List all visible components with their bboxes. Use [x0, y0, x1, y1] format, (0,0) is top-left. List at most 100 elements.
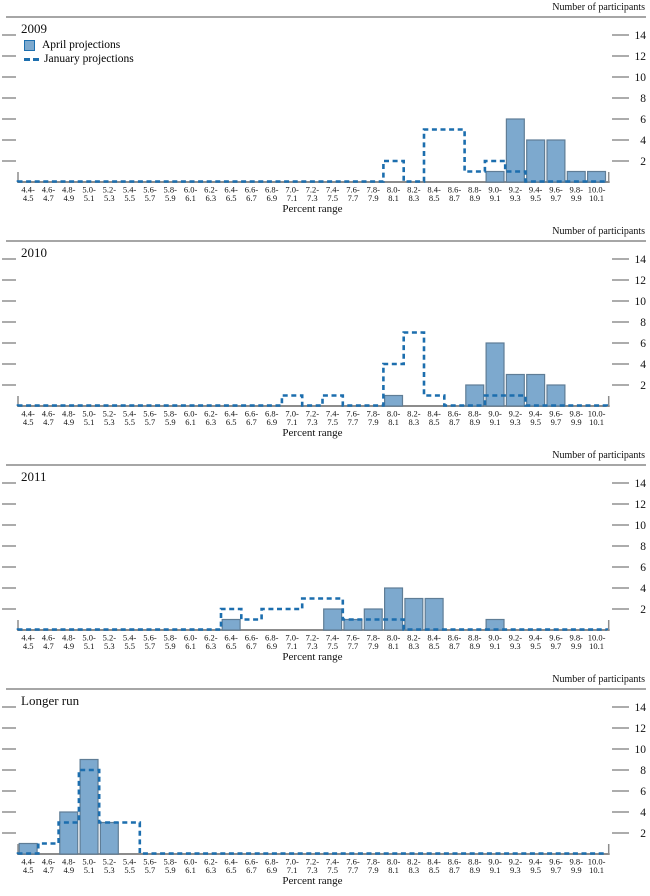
svg-text:7.1: 7.1 — [287, 417, 298, 427]
svg-text:7.4-: 7.4- — [326, 185, 340, 195]
svg-text:4.5: 4.5 — [23, 865, 34, 875]
svg-text:8.9: 8.9 — [469, 417, 480, 427]
svg-text:9.4-: 9.4- — [529, 857, 543, 867]
svg-text:6: 6 — [640, 786, 646, 798]
svg-text:10.1: 10.1 — [589, 417, 604, 427]
svg-text:5.8-: 5.8- — [164, 857, 178, 867]
svg-text:5.8-: 5.8- — [164, 409, 178, 419]
svg-text:6.3: 6.3 — [206, 417, 217, 427]
svg-text:8.9: 8.9 — [469, 193, 480, 203]
svg-text:7.4-: 7.4- — [326, 409, 340, 419]
svg-text:9.4-: 9.4- — [529, 633, 543, 643]
svg-text:9.6-: 9.6- — [549, 857, 563, 867]
svg-text:4.8-: 4.8- — [62, 409, 76, 419]
legend-label-january: January projections — [44, 53, 134, 65]
svg-text:7.0-: 7.0- — [285, 409, 299, 419]
panel-top-border — [6, 240, 646, 242]
panel-top-border — [6, 464, 646, 466]
svg-text:8.1: 8.1 — [388, 193, 399, 203]
svg-text:5.6-: 5.6- — [143, 409, 157, 419]
svg-text:7.9: 7.9 — [368, 641, 379, 651]
svg-text:7.3: 7.3 — [307, 193, 318, 203]
svg-text:8.0-: 8.0- — [387, 185, 401, 195]
svg-text:7.8-: 7.8- — [367, 857, 381, 867]
svg-text:7.5: 7.5 — [327, 641, 338, 651]
svg-text:10.0-: 10.0- — [588, 633, 606, 643]
svg-text:9.7: 9.7 — [551, 865, 562, 875]
svg-text:7.4-: 7.4- — [326, 633, 340, 643]
svg-text:7.8-: 7.8- — [367, 633, 381, 643]
svg-text:8.3: 8.3 — [409, 641, 420, 651]
svg-text:7.7: 7.7 — [348, 417, 359, 427]
svg-text:6: 6 — [640, 562, 646, 574]
svg-text:8.5: 8.5 — [429, 417, 440, 427]
svg-text:4.4-: 4.4- — [21, 185, 35, 195]
svg-text:7.7: 7.7 — [348, 193, 359, 203]
svg-text:5.0-: 5.0- — [82, 409, 96, 419]
svg-text:9.1: 9.1 — [490, 417, 501, 427]
svg-text:7.3: 7.3 — [307, 865, 318, 875]
legend-item-january: January projections — [24, 52, 134, 66]
svg-text:8.8-: 8.8- — [468, 409, 482, 419]
svg-text:5.4-: 5.4- — [123, 857, 137, 867]
svg-text:6.5: 6.5 — [226, 641, 237, 651]
svg-text:9.3: 9.3 — [510, 865, 521, 875]
svg-text:9.3: 9.3 — [510, 193, 521, 203]
svg-text:6.4-: 6.4- — [224, 185, 238, 195]
svg-text:8.3: 8.3 — [409, 865, 420, 875]
svg-text:8.3: 8.3 — [409, 193, 420, 203]
svg-text:6.3: 6.3 — [206, 865, 217, 875]
svg-text:8.2-: 8.2- — [407, 633, 421, 643]
svg-text:5.3: 5.3 — [104, 193, 115, 203]
svg-text:5.3: 5.3 — [104, 865, 115, 875]
svg-text:5.9: 5.9 — [165, 641, 176, 651]
svg-text:7.6-: 7.6- — [346, 185, 360, 195]
svg-text:7.7: 7.7 — [348, 641, 359, 651]
svg-text:4.6-: 4.6- — [42, 857, 56, 867]
svg-text:8.4-: 8.4- — [427, 185, 441, 195]
svg-text:9.1: 9.1 — [490, 641, 501, 651]
svg-text:6.0-: 6.0- — [184, 633, 198, 643]
svg-text:8: 8 — [640, 93, 646, 105]
svg-text:9.8-: 9.8- — [570, 409, 584, 419]
svg-text:9.6-: 9.6- — [549, 185, 563, 195]
svg-text:5.0-: 5.0- — [82, 185, 96, 195]
svg-text:8.5: 8.5 — [429, 641, 440, 651]
svg-text:8.1: 8.1 — [388, 865, 399, 875]
svg-text:9.5: 9.5 — [530, 641, 541, 651]
panel-title: 2009 — [21, 21, 47, 36]
svg-text:9.2-: 9.2- — [509, 857, 523, 867]
svg-text:5.7: 5.7 — [145, 865, 156, 875]
svg-text:6.6-: 6.6- — [245, 409, 259, 419]
svg-text:14: 14 — [635, 254, 647, 266]
svg-text:8.7: 8.7 — [449, 865, 460, 875]
svg-text:5.1: 5.1 — [84, 641, 95, 651]
svg-text:4.7: 4.7 — [43, 641, 54, 651]
svg-text:5.2-: 5.2- — [103, 633, 117, 643]
svg-text:8: 8 — [640, 541, 646, 553]
svg-text:14: 14 — [635, 30, 647, 42]
svg-text:4.4-: 4.4- — [21, 409, 35, 419]
svg-text:5.2-: 5.2- — [103, 409, 117, 419]
svg-text:5.9: 5.9 — [165, 193, 176, 203]
svg-text:5.1: 5.1 — [84, 193, 95, 203]
svg-text:6.7: 6.7 — [246, 641, 257, 651]
svg-text:2: 2 — [640, 828, 646, 840]
svg-text:7.8-: 7.8- — [367, 185, 381, 195]
svg-text:4.8-: 4.8- — [62, 857, 76, 867]
svg-text:6.1: 6.1 — [185, 417, 196, 427]
svg-text:7.9: 7.9 — [368, 417, 379, 427]
svg-text:5.4-: 5.4- — [123, 185, 137, 195]
svg-text:6.9: 6.9 — [266, 417, 277, 427]
svg-text:6: 6 — [640, 114, 646, 126]
svg-text:5.7: 5.7 — [145, 193, 156, 203]
svg-text:8.7: 8.7 — [449, 641, 460, 651]
x-axis-title: Percent range — [282, 651, 343, 663]
legend-label-april: April projections — [42, 39, 121, 51]
svg-text:9.8-: 9.8- — [570, 857, 584, 867]
svg-text:4.5: 4.5 — [23, 193, 34, 203]
svg-text:7.3: 7.3 — [307, 641, 318, 651]
svg-text:7.8-: 7.8- — [367, 409, 381, 419]
svg-text:7.2-: 7.2- — [306, 633, 320, 643]
svg-text:6.4-: 6.4- — [224, 409, 238, 419]
